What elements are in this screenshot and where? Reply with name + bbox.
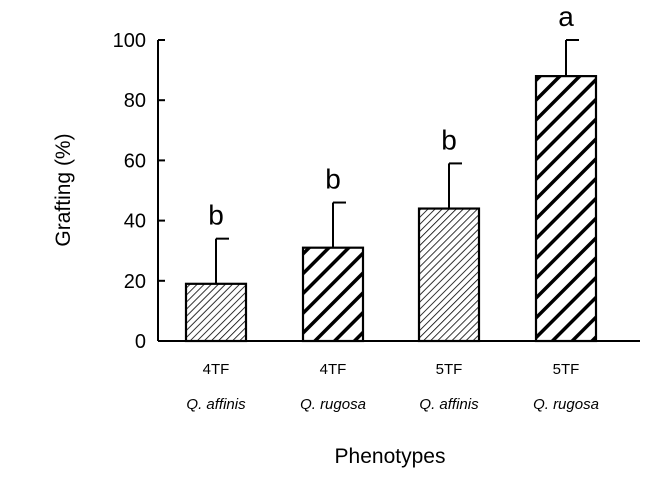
significance-letter: b bbox=[441, 124, 457, 155]
y-tick-label: 100 bbox=[113, 30, 146, 52]
bar bbox=[417, 207, 481, 343]
significance-letter: b bbox=[325, 164, 341, 195]
y-tick-label: 20 bbox=[124, 271, 146, 293]
x-tick-label: 4TF bbox=[203, 361, 230, 378]
x-tick-label: 5TF bbox=[436, 361, 463, 378]
x-tick-sublabel: Q. affinis bbox=[186, 396, 246, 413]
x-tick-sublabel: Q. rugosa bbox=[300, 396, 366, 413]
significance-letter: b bbox=[208, 200, 224, 231]
y-tick-label: 60 bbox=[124, 150, 146, 172]
x-tick-label: 4TF bbox=[320, 361, 347, 378]
y-tick-label: 80 bbox=[124, 90, 146, 112]
bar bbox=[301, 246, 365, 343]
bar bbox=[534, 75, 598, 343]
y-tick-label: 0 bbox=[135, 331, 146, 353]
x-tick-label: 5TF bbox=[553, 361, 580, 378]
y-axis-title: Grafting (%) bbox=[52, 133, 75, 246]
x-axis-title: Phenotypes bbox=[335, 445, 446, 468]
x-tick-sublabel: Q. rugosa bbox=[533, 396, 599, 413]
significance-letter: a bbox=[558, 1, 574, 32]
bar bbox=[184, 282, 248, 343]
y-tick-label: 40 bbox=[124, 211, 146, 233]
x-tick-sublabel: Q. affinis bbox=[419, 396, 479, 413]
